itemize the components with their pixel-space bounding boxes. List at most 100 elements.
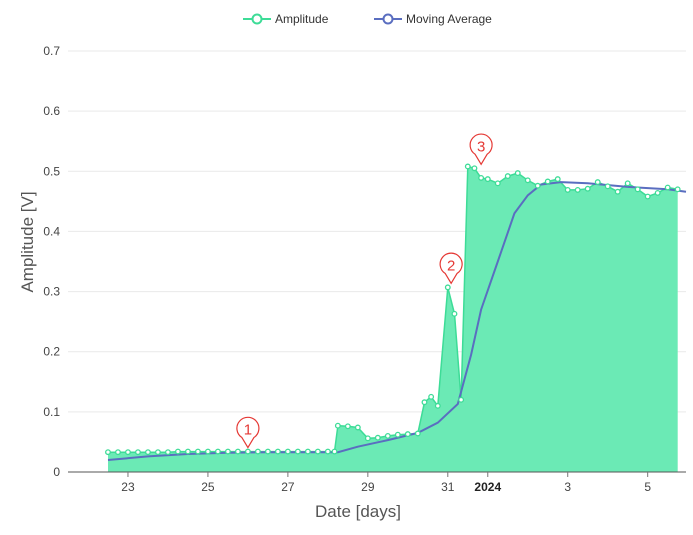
amplitude-point — [494, 180, 501, 187]
amplitude-point — [451, 310, 458, 317]
x-axis-title: Date [days] — [315, 502, 401, 521]
amplitude-point — [584, 185, 591, 192]
amplitude-point — [404, 431, 411, 438]
y-tick-label: 0.6 — [43, 104, 60, 118]
amplitude-point — [634, 186, 641, 193]
amplitude-point — [224, 448, 231, 455]
amplitude-point — [331, 448, 338, 455]
amplitude-point — [354, 424, 361, 431]
amplitude-point — [554, 176, 561, 183]
amplitude-point — [324, 448, 331, 455]
amplitude-point — [135, 449, 141, 456]
callout-3: 3 — [469, 133, 493, 166]
amplitude-point — [614, 188, 621, 195]
amplitude-point — [214, 448, 221, 455]
amplitude-point — [504, 173, 511, 180]
y-tick-label: 0.7 — [43, 44, 60, 58]
amplitude-point — [274, 448, 281, 455]
legend-moving-average-label: Moving Average — [406, 12, 492, 26]
amplitude-points — [105, 163, 681, 456]
amplitude-area-fill — [108, 166, 678, 472]
callout-2: 2 — [439, 252, 463, 285]
x-tick-label: 31 — [441, 480, 455, 494]
amplitude-point — [294, 448, 301, 455]
amplitude-point — [155, 449, 161, 456]
amplitude-point — [674, 186, 681, 193]
amplitude-point — [284, 448, 291, 455]
moving-average-line — [107, 181, 687, 461]
callout-pin-icon — [236, 416, 260, 449]
axes: 00.10.20.30.40.50.60.723 25 27 29 31 2024 3 5 — [43, 44, 686, 494]
amplitude-point — [471, 165, 478, 172]
amplitude-point — [534, 182, 541, 189]
y-tick-label: 0.2 — [43, 345, 60, 359]
amplitude-point — [314, 448, 321, 455]
amplitude-point — [145, 449, 151, 456]
amplitude-point — [644, 193, 651, 200]
amplitude-point — [254, 448, 261, 455]
legend-item-amplitude[interactable]: Amplitude — [243, 12, 328, 26]
amplitude-point — [204, 448, 211, 455]
x-tick-label: 5 — [644, 480, 651, 494]
amplitude-point — [544, 178, 551, 185]
amplitude-point — [594, 179, 601, 186]
amplitude-point — [264, 448, 271, 455]
amplitude-point — [624, 180, 631, 187]
amplitude-point — [164, 449, 171, 456]
amplitude-point — [115, 449, 121, 456]
callout-pin-icon — [439, 252, 463, 285]
y-tick-label: 0.5 — [43, 164, 60, 178]
callout-label: 1 — [244, 422, 252, 439]
x-tick-label: 3 — [564, 480, 571, 494]
amplitude-point — [304, 448, 311, 455]
legend-amplitude-marker-icon — [243, 13, 271, 25]
amplitude-point — [364, 435, 371, 442]
amplitude-point — [464, 163, 471, 170]
amplitude-point — [394, 431, 401, 438]
amplitude-point — [444, 284, 451, 291]
amplitude-point — [384, 432, 391, 439]
x-tick-label: 27 — [281, 480, 295, 494]
amplitude-point — [484, 176, 491, 183]
amplitude-point — [421, 399, 428, 406]
amplitude-point — [514, 170, 521, 177]
callout-1: 1 — [236, 416, 260, 449]
amplitude-point — [428, 393, 435, 400]
amplitude-point — [564, 186, 571, 193]
amplitude-point — [334, 422, 341, 429]
amplitude-point — [654, 189, 661, 196]
amplitude-point — [234, 448, 241, 455]
y-tick-label: 0.4 — [43, 224, 60, 238]
x-tick-label: 29 — [361, 480, 375, 494]
amplitude-point — [194, 448, 201, 455]
callout-label: 2 — [447, 257, 455, 274]
amplitude-point — [524, 177, 531, 184]
x-tick-label: 23 — [121, 480, 135, 494]
y-tick-label: 0.3 — [43, 285, 60, 299]
y-tick-label: 0.1 — [43, 405, 60, 419]
amplitude-point — [174, 448, 181, 455]
y-tick-label: 0 — [53, 465, 60, 479]
x-tick-label: 25 — [201, 480, 215, 494]
amplitude-point — [125, 449, 131, 456]
amplitude-point — [105, 449, 111, 456]
amplitude-point — [184, 448, 191, 455]
callout-label: 3 — [477, 138, 485, 155]
amplitude-point — [458, 396, 465, 403]
legend-moving-average-marker-icon — [374, 13, 402, 25]
amplitude-area — [108, 166, 678, 472]
amplitude-point — [434, 402, 441, 409]
amplitude-point — [244, 448, 251, 455]
x-tick-label: 2024 — [474, 480, 501, 494]
y-axis-title: Amplitude [V] — [18, 191, 37, 292]
amplitude-point — [344, 423, 351, 430]
amplitude-point — [478, 174, 485, 181]
amplitude-point — [604, 183, 611, 190]
amplitude-point — [374, 434, 381, 441]
annotations: 1 2 3 — [236, 133, 493, 449]
legend-item-moving-average[interactable]: Moving Average — [374, 12, 492, 26]
amplitude-point — [574, 186, 581, 193]
amplitude-point — [414, 430, 421, 437]
callout-pin-icon — [469, 133, 493, 166]
